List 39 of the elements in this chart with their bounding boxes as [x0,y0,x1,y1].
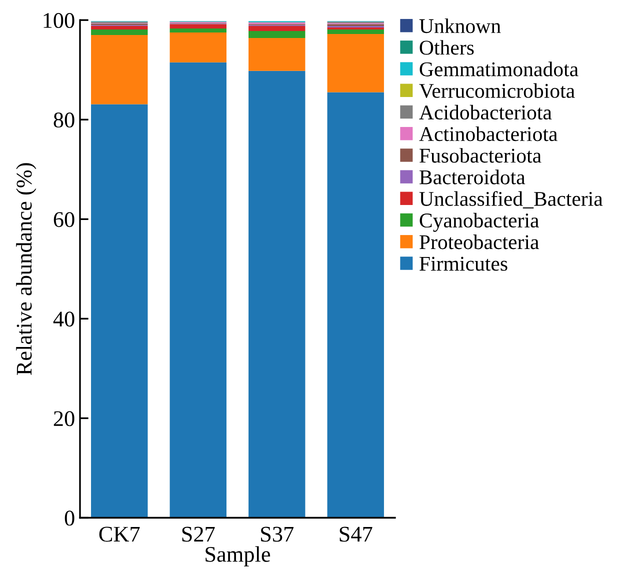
x-tick-label: S37 [261,526,294,542]
bar [91,35,148,104]
y-tick-label: 60 [54,212,74,228]
legend-label: Unknown [419,18,501,34]
bar [248,38,306,71]
legend-label: Fusobacteriota [420,148,542,163]
x-tick-label: S27 [182,526,215,542]
y-tick-label: 0 [64,510,74,526]
legend-label: Firmicutes [420,256,508,271]
legend-label: Bacteroidota [420,170,526,184]
x-axis-title: Sample [206,546,270,566]
x-tick-label: S47 [340,526,372,542]
bar [91,30,148,36]
bar [170,28,226,33]
bar [170,62,226,518]
y-tick-label: 40 [53,312,74,327]
bar [248,26,306,32]
legend-label: Others [420,40,474,55]
x-tick-label: CK7 [99,526,140,542]
bar [170,32,226,62]
bar [327,30,384,34]
legend-label: Verrucomicrobiota [419,83,575,98]
legend-label: Actinobacteriota [419,126,558,142]
bar [327,34,384,92]
y-axis-title: Relative abundance (%) [16,163,36,376]
y-tick-label: 20 [54,411,74,426]
legend-label: Cyanobacteria [420,212,539,232]
legend-label: Acidobacteriota [419,104,552,120]
bar [91,104,148,518]
y-tick-label: 100 [44,13,74,28]
bar [327,92,384,518]
bar [170,24,226,29]
legend-label: Unclassified_Bacteria [419,191,603,208]
legend-label: Proteobacteria [420,234,539,250]
bar [91,26,148,30]
bar [248,31,306,38]
bar [248,70,306,518]
y-tick-label: 80 [54,112,74,128]
legend-label: Gemmatimonadota [420,62,578,76]
